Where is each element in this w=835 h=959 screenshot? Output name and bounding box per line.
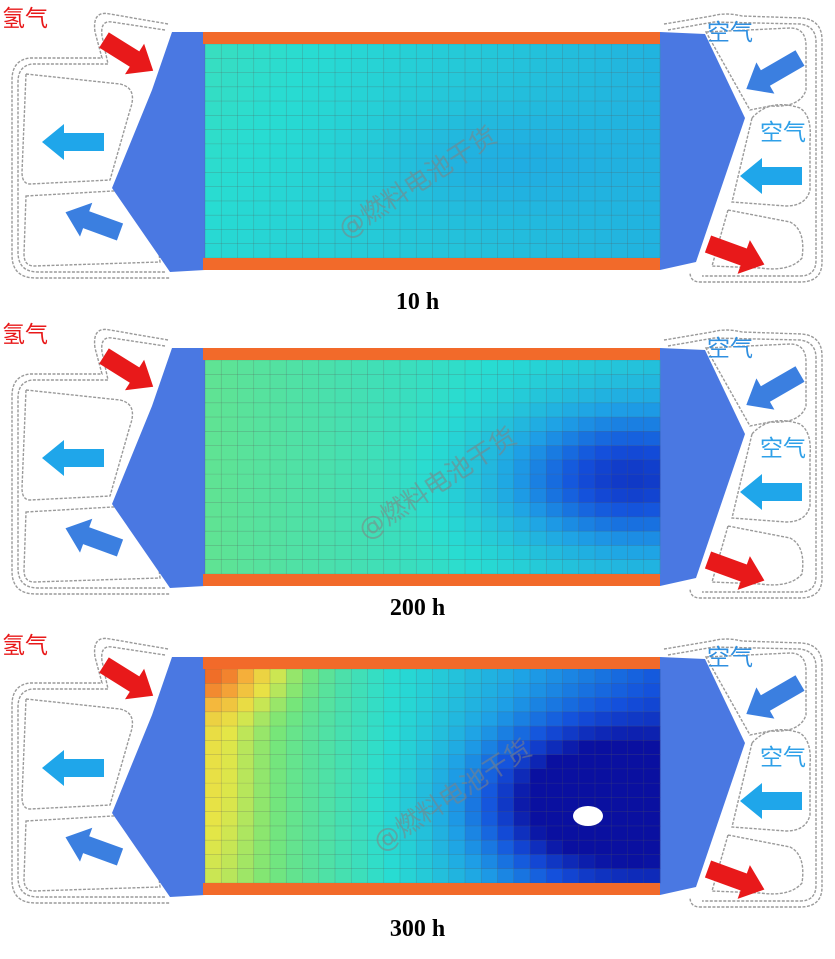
air-manifold [660, 32, 745, 270]
air-label-middle: 空气 [760, 436, 806, 462]
air-label-middle: 空气 [760, 120, 806, 146]
gasket-stripe-top [203, 657, 660, 669]
air-manifold [660, 657, 745, 895]
hydrogen-outlet-arrow-lower [65, 202, 124, 241]
panel-caption: 10 h [395, 289, 440, 315]
degraded-hole [573, 806, 603, 826]
gasket-stripe-bottom [203, 883, 660, 895]
air-outlet-arrow [704, 551, 765, 590]
panel-caption: 300 h [389, 916, 446, 942]
gasket-stripe-bottom [203, 258, 660, 270]
panel-300h: 氢气 空气 空气 @燃料电池干货 300 h [0, 633, 835, 942]
hydrogen-inlet-arrow [99, 32, 154, 75]
hydrogen-label: 氢气 [2, 633, 48, 659]
current-density-heatmap [204, 43, 661, 259]
hydrogen-inlet-arrow [99, 657, 154, 700]
air-inlet-arrow-upper [746, 50, 805, 94]
hydrogen-outlet-arrow-lower [65, 518, 124, 557]
plate-outline [11, 12, 823, 283]
gasket-stripe-top [203, 32, 660, 44]
plate-diagram [11, 12, 823, 283]
hydrogen-manifold [112, 348, 205, 588]
air-inlet-arrow-middle [740, 158, 802, 194]
air-outlet-arrow [704, 235, 765, 274]
air-manifold [660, 348, 745, 586]
air-label-upper: 空气 [707, 20, 753, 46]
hydrogen-manifold [112, 657, 205, 897]
current-density-heatmap [204, 668, 661, 884]
air-label-upper: 空气 [707, 336, 753, 362]
hydrogen-inlet-arrow [99, 348, 154, 391]
air-label-upper: 空气 [707, 645, 753, 671]
gasket-stripe-bottom [203, 574, 660, 586]
plate-diagram [11, 328, 823, 599]
hydrogen-outlet-arrow-lower [65, 827, 124, 866]
plate-diagram [11, 637, 823, 908]
air-label-middle: 空气 [760, 745, 806, 771]
hydrogen-label: 氢气 [2, 6, 48, 32]
panel-10h: 氢气 空气 空气 @燃料电池干货 10 h [0, 0, 835, 315]
panel-caption: 200 h [389, 595, 446, 621]
air-inlet-arrow-middle [740, 474, 802, 510]
air-inlet-arrow-upper [746, 366, 805, 410]
hydrogen-label: 氢气 [2, 322, 48, 348]
panel-200h: 氢气 空气 空气 @燃料电池干货 200 h [0, 316, 835, 621]
air-outlet-arrow [704, 860, 765, 899]
current-density-heatmap [204, 359, 661, 575]
gasket-stripe-top [203, 348, 660, 360]
hydrogen-outlet-arrow-left [42, 440, 104, 476]
hydrogen-manifold [112, 32, 205, 272]
air-inlet-arrow-upper [746, 675, 805, 719]
hydrogen-outlet-arrow-left [42, 124, 104, 160]
hydrogen-outlet-arrow-left [42, 750, 104, 786]
air-inlet-arrow-middle [740, 783, 802, 819]
